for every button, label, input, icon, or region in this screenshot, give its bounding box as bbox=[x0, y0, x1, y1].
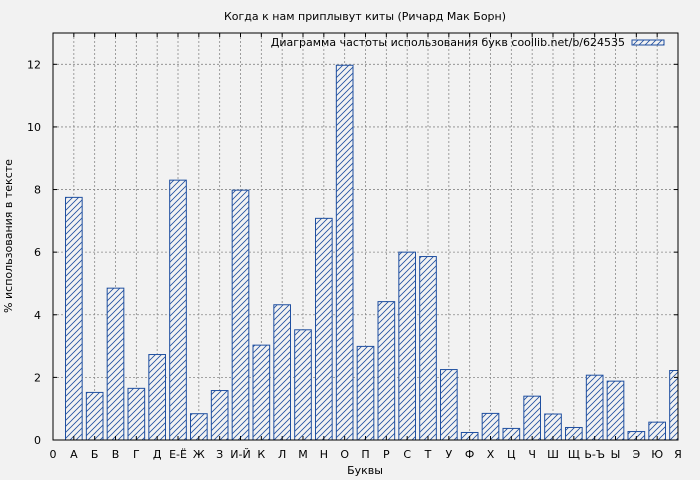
x-axis-label: Буквы bbox=[347, 464, 383, 477]
bar: У: 2.25 bbox=[440, 369, 458, 441]
bar: Р: 4.42 bbox=[377, 301, 396, 441]
bar: Т: 5.86 bbox=[419, 256, 437, 441]
x-tick-label: Ю bbox=[651, 448, 663, 461]
x-tick-label: О bbox=[340, 448, 349, 461]
bar: Ы: 1.88 bbox=[606, 380, 625, 441]
x-tick-label: Ф bbox=[465, 448, 474, 461]
x-tick-label: Ч bbox=[528, 448, 536, 461]
y-tick-label: 4 bbox=[34, 309, 41, 322]
y-axis: 0 2 4 6 8 10 12 bbox=[27, 58, 678, 447]
chart-title: Когда к нам приплывут киты (Ричард Мак Б… bbox=[224, 10, 506, 23]
legend-swatch bbox=[631, 39, 665, 46]
bar: Д: 2.73 bbox=[148, 354, 166, 441]
x-tick-label: В bbox=[112, 448, 120, 461]
x-tick-label: Ш bbox=[547, 448, 559, 461]
x-tick-label: З bbox=[216, 448, 223, 461]
bar: Ь-Ъ: 2.07 bbox=[585, 374, 604, 441]
x-tick-label: У bbox=[445, 448, 452, 461]
y-tick-label: 2 bbox=[34, 371, 41, 384]
x-tick-label: Р bbox=[383, 448, 390, 461]
x-tick-label: Б bbox=[91, 448, 99, 461]
bar: Ч: 1.4 bbox=[523, 395, 541, 441]
bar: В: 4.85 bbox=[106, 287, 125, 441]
grid bbox=[53, 33, 678, 440]
bar: Г: 1.65 bbox=[127, 387, 146, 441]
y-tick-label: 8 bbox=[34, 184, 41, 197]
x-tick-label: И-Й bbox=[230, 448, 250, 461]
bar: С: 6 bbox=[398, 251, 417, 441]
bar: П: 2.99 bbox=[356, 345, 375, 441]
x-tick-label: Э bbox=[632, 448, 640, 461]
x-tick-label: Е-Ё bbox=[169, 448, 187, 461]
x-tick-label: П bbox=[361, 448, 369, 461]
x-tick-label: М bbox=[298, 448, 308, 461]
x-tick-label: Х bbox=[487, 448, 495, 461]
x-tick-label: Ж bbox=[193, 448, 205, 461]
x-tick-label: Ц bbox=[507, 448, 516, 461]
y-tick-label: 10 bbox=[27, 121, 41, 134]
y-tick-label: 12 bbox=[27, 58, 41, 71]
x-tick-label: Ы bbox=[611, 448, 621, 461]
x-tick-label: Г bbox=[133, 448, 140, 461]
bar: Л: 4.32 bbox=[273, 304, 292, 441]
bar: Б: 1.52 bbox=[85, 391, 104, 441]
bar: Я: 2.22 bbox=[669, 369, 679, 441]
x-tick-label: Л bbox=[278, 448, 286, 461]
x-tick-label: 0 bbox=[50, 448, 57, 461]
legend-label: Диаграмма частоты использования букв coo… bbox=[271, 36, 625, 49]
x-tick-label: Д bbox=[153, 448, 162, 461]
bar: К: 3.03 bbox=[252, 344, 271, 441]
x-tick-label: Ь-Ъ bbox=[584, 448, 605, 461]
x-tick-label: К bbox=[257, 448, 265, 461]
bar: Н: 7.08 bbox=[315, 217, 333, 441]
x-tick-label: Щ bbox=[568, 448, 580, 461]
x-tick-label: С bbox=[403, 448, 411, 461]
x-tick-label: Н bbox=[320, 448, 328, 461]
x-tick-label: А bbox=[70, 448, 78, 461]
bar: А: 7.75 bbox=[65, 196, 83, 441]
x-axis: 0 А Б В Г Д Е-Ё Ж З И-Й К Л М Н О П Р С Т У Ф Х Ц Ч Ш Щ Ь-Ъ Ы Э Ю Я bbox=[50, 33, 682, 461]
bar: З: 1.58 bbox=[210, 390, 229, 441]
bars: А: 7.75Б: 1.52В: 4.85Г: 1.65Д: 2.73Е-Ё: … bbox=[65, 64, 679, 441]
bar: И-Й: 7.98 bbox=[231, 189, 250, 441]
bar: Е-Ё: 8.3 bbox=[169, 179, 187, 441]
legend: Диаграмма частоты использования букв coo… bbox=[271, 36, 665, 49]
bar: М: 3.52 bbox=[294, 329, 312, 441]
x-tick-label: Я bbox=[674, 448, 682, 461]
y-tick-label: 6 bbox=[34, 246, 41, 259]
bar: О: 11.97 bbox=[335, 64, 354, 441]
y-axis-label: % использования в тексте bbox=[2, 159, 15, 313]
x-tick-label: Т bbox=[424, 448, 432, 461]
y-tick-label: 0 bbox=[34, 434, 41, 447]
